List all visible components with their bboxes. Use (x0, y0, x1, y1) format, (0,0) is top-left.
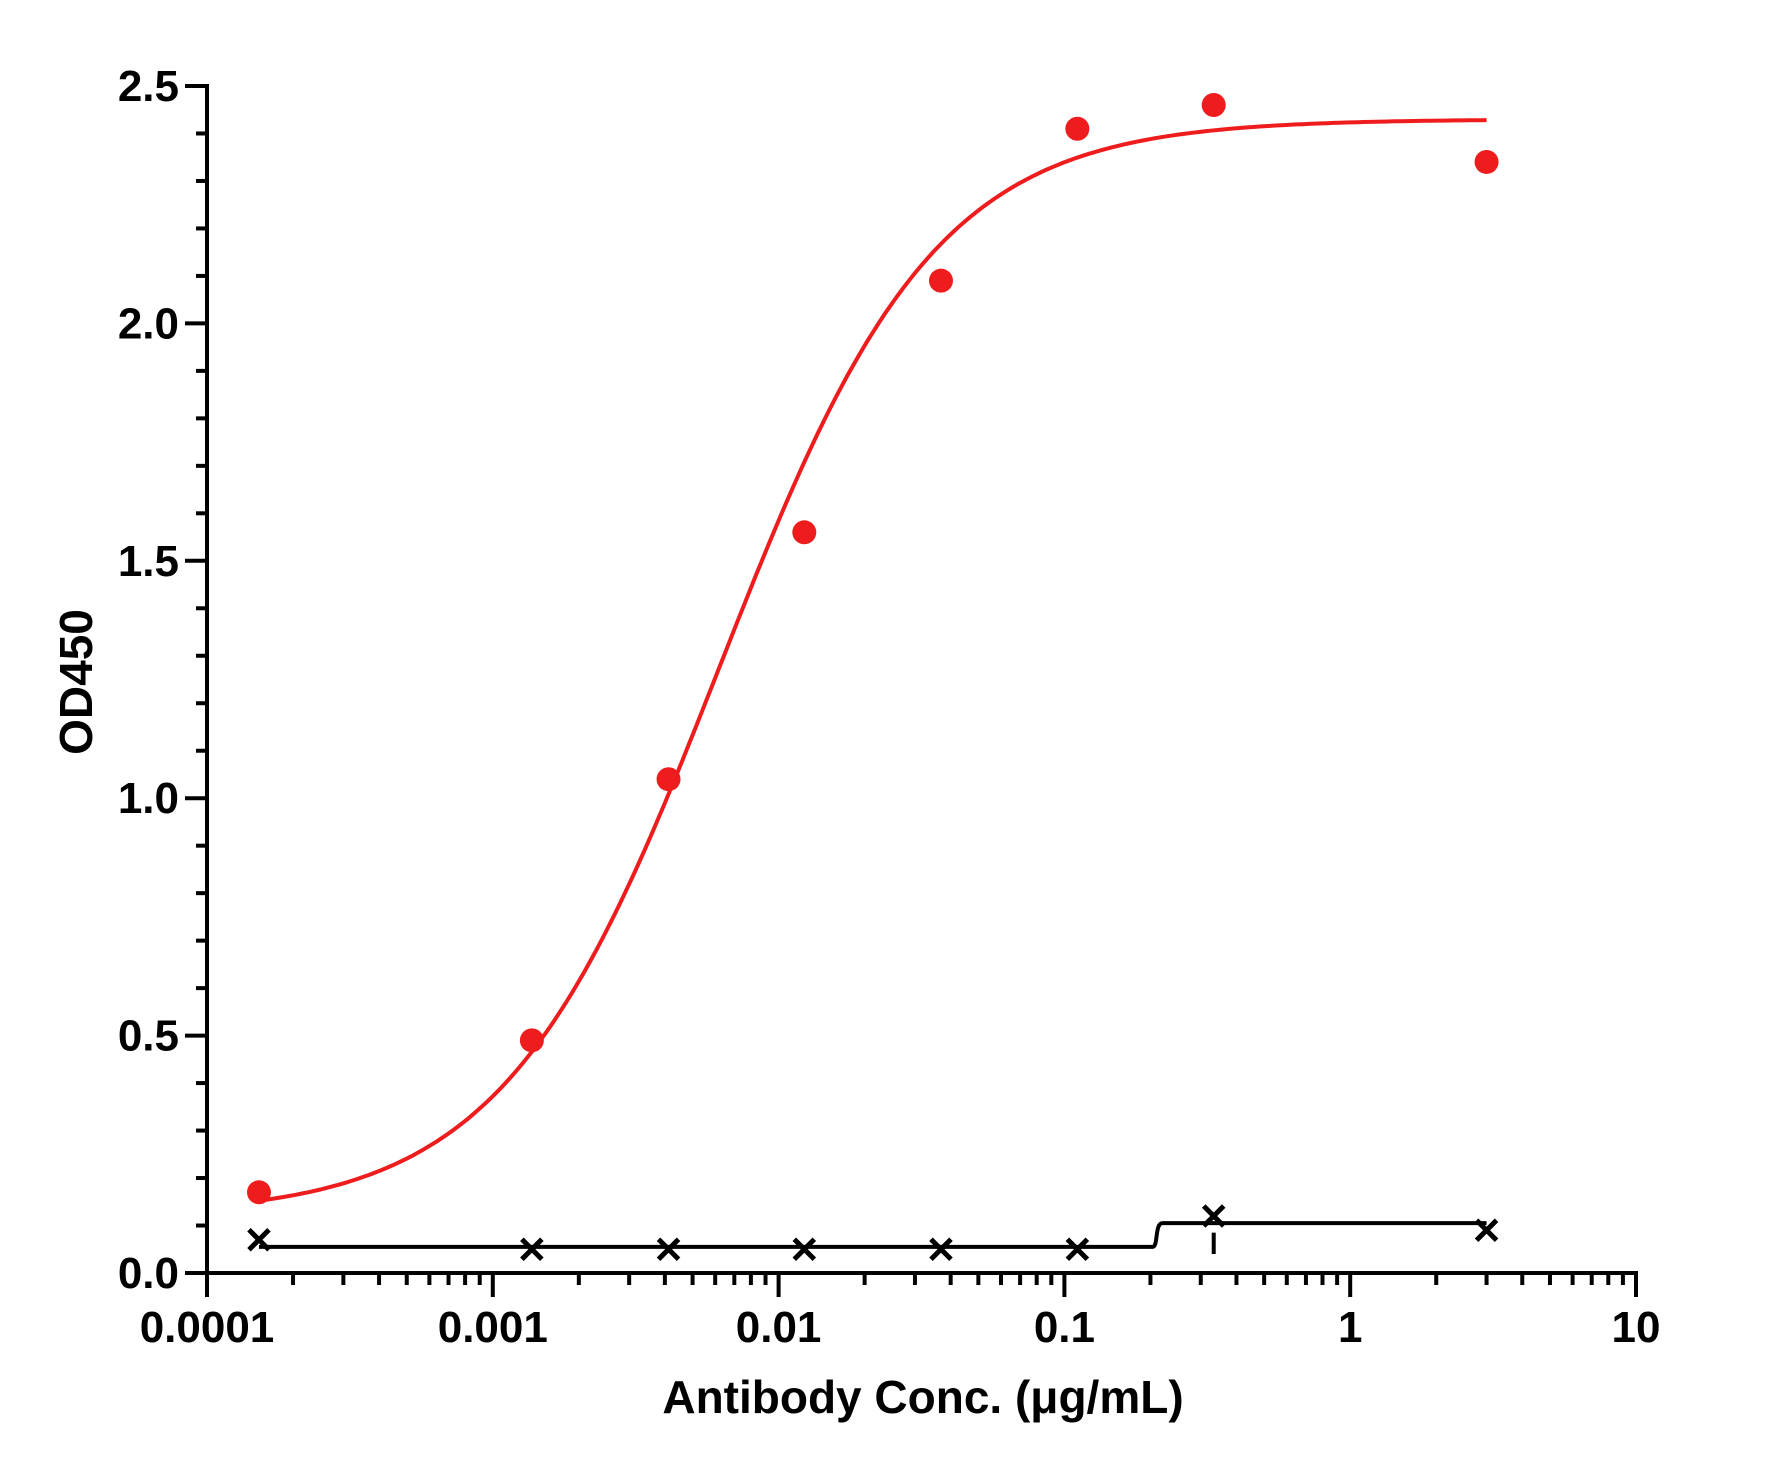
data-point-circle (1201, 92, 1226, 117)
data-point-circle (1065, 116, 1090, 141)
x-marker-stroke (929, 1237, 953, 1262)
y-tick-label: 0.5 (118, 1012, 179, 1061)
y-axis-title: OD450 (50, 609, 102, 755)
x-tick-label: 1 (1338, 1303, 1362, 1352)
x-tick-label: 10 (1612, 1303, 1661, 1352)
x-marker-stroke (1474, 1218, 1499, 1243)
data-point-x (1474, 1218, 1499, 1243)
y-tick-label: 2.0 (118, 299, 179, 348)
x-tick-label: 0.001 (438, 1303, 548, 1352)
fit-curves (258, 118, 1487, 1249)
data-point-circle (246, 1180, 271, 1205)
x-axis-title: Antibody Conc. (μg/mL) (662, 1371, 1183, 1423)
data-point-x (247, 1227, 271, 1252)
x-marker-stroke (520, 1237, 544, 1262)
axes: 0.0 0.5 1.0 1.5 2.0 2.5 0.0001 0.001 0.01 0.1 1 10 (118, 62, 1661, 1352)
x-marker-stroke (1201, 1204, 1226, 1228)
y-tick-label: 2.5 (118, 62, 179, 111)
x-tick-label: 0.1 (1034, 1303, 1095, 1352)
x-marker-stroke (1065, 1237, 1090, 1262)
data-point-circle (656, 767, 681, 792)
y-tick-label: 1.0 (118, 774, 179, 823)
data-point-x (792, 1237, 817, 1262)
sigmoid-fit-curve (258, 118, 1487, 1203)
y-tick-label: 0.0 (118, 1249, 179, 1298)
data-point-x (656, 1237, 681, 1262)
data-point-circle (928, 268, 953, 293)
x-marker-stroke (792, 1237, 817, 1262)
data-point-circle (519, 1028, 544, 1053)
data-point-x (520, 1237, 544, 1262)
x-marker-stroke (247, 1227, 271, 1252)
x-marker-stroke (656, 1237, 681, 1262)
x-tick-label: 0.0001 (140, 1303, 275, 1352)
data-point-x (1201, 1204, 1226, 1228)
data-markers (246, 92, 1499, 1262)
x-tick-label: 0.01 (736, 1303, 822, 1352)
data-point-circle (1474, 149, 1499, 174)
y-tick-label: 1.5 (118, 537, 179, 586)
data-point-x (1065, 1237, 1090, 1262)
baseline-fit-line (258, 1221, 1487, 1249)
data-point-x (929, 1237, 953, 1262)
data-point-circle (792, 520, 817, 545)
